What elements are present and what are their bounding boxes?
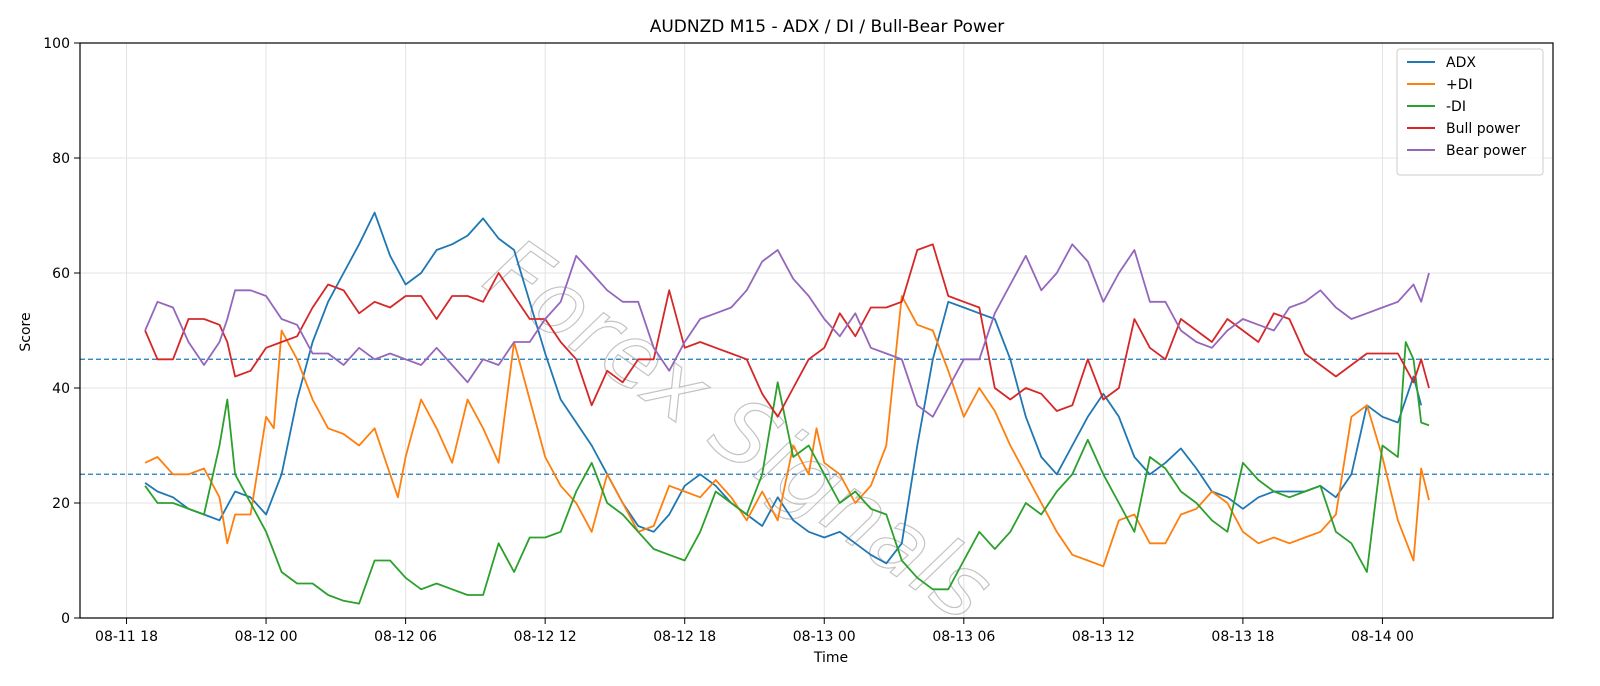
y-tick-label: 100	[43, 36, 70, 52]
x-tick-label: 08-13 06	[932, 629, 995, 645]
x-axis-ticks: 08-11 18 08-12 00 08-12 06 08-12 12 08-12 18…	[95, 618, 1414, 645]
series-line-minus-di	[144, 341, 1430, 605]
legend-label: ADX	[1446, 55, 1476, 71]
reference-lines	[80, 358, 1553, 475]
y-tick-label: 80	[52, 151, 70, 167]
x-tick-label: 08-14 00	[1351, 629, 1414, 645]
y-tick-label: 40	[52, 381, 70, 397]
series-line-bull-power	[144, 243, 1430, 418]
legend-box	[1396, 48, 1544, 176]
chart-title: AUDNZD M15 - ADX / DI / Bull-Bear Power	[650, 17, 1005, 37]
y-tick-label: 60	[52, 266, 70, 282]
legend-label: -DI	[1446, 99, 1466, 115]
x-tick-label: 08-13 12	[1072, 629, 1135, 645]
x-tick-label: 08-12 18	[653, 629, 716, 645]
legend-label: Bull power	[1446, 121, 1520, 137]
plot-frame	[79, 42, 1554, 619]
legend-label: +DI	[1446, 77, 1473, 93]
x-tick-label: 08-12 06	[374, 629, 437, 645]
x-tick-label: 08-13 18	[1211, 629, 1274, 645]
y-axis-ticks: 0 20 40 60 80 100	[43, 36, 80, 627]
series-line-plus-di	[144, 295, 1430, 568]
y-axis-title: Score	[18, 312, 34, 351]
y-tick-label: 20	[52, 496, 70, 512]
x-tick-label: 08-12 12	[514, 629, 577, 645]
x-axis-title: Time	[813, 650, 848, 666]
x-tick-label: 08-13 00	[793, 629, 856, 645]
legend: ADX +DI -DI Bull power Bear power	[1396, 48, 1544, 176]
legend-label: Bear power	[1446, 143, 1527, 159]
y-tick-label: 0	[61, 611, 70, 627]
series-layer	[144, 211, 1430, 605]
x-tick-label: 08-12 00	[235, 629, 298, 645]
x-tick-label: 08-11 18	[95, 629, 158, 645]
series-line-bear-power	[144, 243, 1430, 418]
